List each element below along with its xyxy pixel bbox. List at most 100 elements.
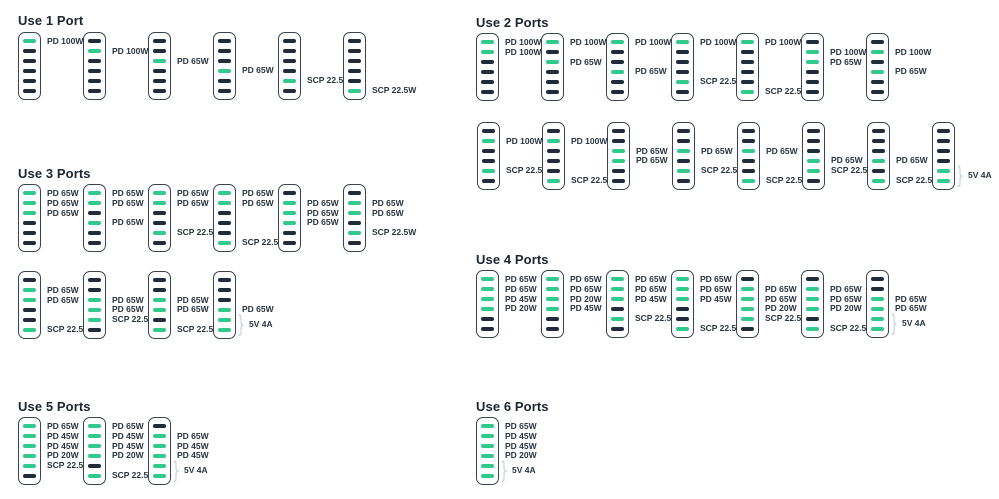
port-1 <box>741 40 754 45</box>
port-5 <box>871 316 884 322</box>
port-4 <box>23 307 36 313</box>
port-power-label: PD 100W <box>830 47 867 57</box>
port-power-label: PD 65W <box>112 304 144 315</box>
port-4 <box>153 68 166 74</box>
port-4 <box>806 306 819 312</box>
port-6 <box>23 88 36 93</box>
charger-unit: PD 65W SCP 22.5W <box>867 122 940 191</box>
port-6 <box>806 326 819 331</box>
port-3 <box>806 296 819 302</box>
charger-unit: PD 65W SCP 22.5W <box>737 122 810 191</box>
port-power-label: PD 65W <box>700 274 732 285</box>
charger-body <box>213 32 236 100</box>
port-4 <box>546 69 559 75</box>
port-power-label: PD 65W <box>177 431 209 441</box>
charger-unit: PD 100W SCP 22.5W <box>736 33 809 102</box>
port-6 <box>611 89 624 94</box>
port-3 <box>741 59 754 65</box>
charger-body <box>148 32 171 100</box>
port-power-label: PD 45W <box>112 431 144 441</box>
port-3 <box>676 59 689 65</box>
device-row: PD 100W PD 100W PD 100W PD 65W PD 100W PD 65W… <box>476 33 931 102</box>
port-4 <box>611 69 624 75</box>
port-4 <box>348 220 361 226</box>
port-power-label: PD 65W <box>830 56 862 67</box>
port-1 <box>481 277 494 282</box>
port-2 <box>546 286 559 292</box>
charger-unit: PD 65W PD 65W PD 45W SCP 22.5W <box>671 270 744 339</box>
charger-body <box>541 270 564 338</box>
charger-unit: PD 65W PD 65W PD 65W <box>18 184 83 253</box>
port-power-label: PD 65W <box>177 55 209 66</box>
charger-body <box>213 184 236 252</box>
charger-body <box>18 184 41 252</box>
port-4 <box>153 220 166 226</box>
charger-unit: PD 65W <box>213 32 278 101</box>
port-power-label: PD 65W <box>700 284 732 294</box>
port-power-label: PD 65W <box>112 188 144 199</box>
port-4 <box>871 306 884 312</box>
port-5 <box>88 317 101 323</box>
port-1 <box>806 277 819 282</box>
port-power-label: PD 65W <box>635 274 667 285</box>
port-power-label: PD 65W <box>895 293 927 304</box>
charger-unit: PD 65W PD 65W SCP 22.5W <box>213 184 286 253</box>
port-4 <box>807 158 820 164</box>
port-3 <box>677 148 690 154</box>
port-power-label: SCP 22.5W <box>372 227 417 237</box>
charger-unit: PD 65W SCP 22.5W <box>672 122 745 191</box>
charger-body <box>801 270 824 338</box>
port-4 <box>218 220 231 226</box>
charger-body <box>866 270 889 338</box>
port-5 <box>23 230 36 236</box>
charger-body <box>736 270 759 338</box>
port-6 <box>153 240 166 245</box>
port-3 <box>482 148 495 154</box>
port-1 <box>23 424 36 429</box>
port-3 <box>153 297 166 303</box>
port-6 <box>88 327 101 332</box>
charger-body <box>476 33 499 101</box>
port-5 <box>482 168 495 174</box>
device-row: PD 100W PD 100W PD 65W PD 65W SCP 22.5W SCP 2… <box>18 32 416 101</box>
port-1 <box>482 129 495 134</box>
port-5 <box>481 316 494 322</box>
port-3 <box>611 296 624 302</box>
charger-unit: PD 65W SCP 22.5W <box>802 122 875 191</box>
port-4 <box>88 220 101 226</box>
port-2 <box>218 200 231 206</box>
port-power-label: PD 45W <box>700 293 732 304</box>
port-5 <box>348 230 361 236</box>
port-2 <box>807 138 820 144</box>
device-row: PD 65W PD 65W PD 65W PD 65W PD 65W PD 65W PD 6… <box>18 184 416 253</box>
port-power-label: PD 65W <box>570 284 602 294</box>
port-power-label: PD 100W <box>895 47 932 57</box>
port-power-label: PD 65W <box>112 294 144 305</box>
port-1 <box>677 129 690 134</box>
charger-unit: PD 65W PD 45W PD 45W PD 20W} 5V 4A <box>476 417 541 486</box>
charger-unit: PD 100W PD 65W <box>801 33 866 102</box>
port-2 <box>153 433 166 439</box>
port-5 <box>481 463 494 469</box>
combined-power-label: 5V 4A <box>512 464 536 475</box>
port-1 <box>88 424 101 429</box>
charger-body <box>278 32 301 100</box>
port-6 <box>871 326 884 331</box>
port-3 <box>611 59 624 65</box>
port-1 <box>88 278 101 283</box>
port-5 <box>23 463 36 469</box>
port-3 <box>23 58 36 64</box>
port-6 <box>23 240 36 245</box>
port-6 <box>481 326 494 331</box>
port-power-label: PD 65W <box>372 207 404 218</box>
charger-body <box>736 33 759 101</box>
port-power-label: SCP 22.5W <box>571 174 616 185</box>
port-power-label: PD 65W <box>636 145 668 156</box>
port-3 <box>612 148 625 154</box>
port-power-label: PD 65W <box>895 303 927 314</box>
port-1 <box>23 39 36 44</box>
port-4 <box>871 69 884 75</box>
port-2 <box>218 287 231 293</box>
port-power-label: PD 100W <box>570 37 607 48</box>
